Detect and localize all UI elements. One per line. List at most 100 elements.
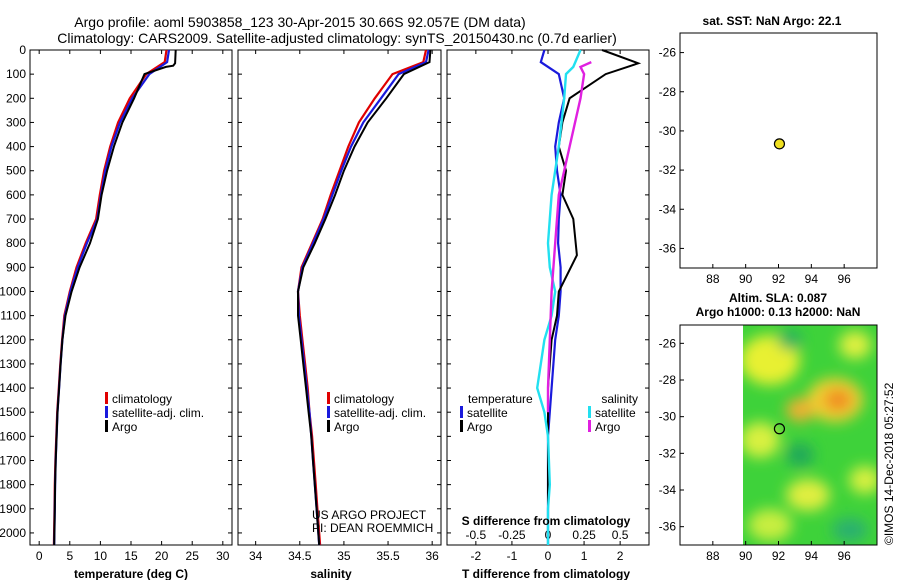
- legend-swatch-t-satellite: [460, 406, 463, 418]
- temperature-panel-frame: [29, 49, 233, 546]
- map-x-tick-label: 96: [837, 549, 851, 563]
- map-y-tick-label: -28: [659, 85, 677, 99]
- legend-label-satellite: satellite-adj. clim.: [334, 406, 426, 420]
- map-y-tick-label: -36: [659, 241, 677, 255]
- top-tick-label: 0.25: [572, 528, 596, 542]
- depth-tick-label: 700: [6, 212, 26, 226]
- depth-tick-label: 1500: [0, 405, 26, 419]
- temperature-x-ticks: 0 5 10 15 20 25 30: [36, 50, 230, 563]
- sla-map-points: [773, 423, 786, 435]
- x-tick-label: 30: [216, 549, 230, 563]
- salinity-panel-frame: [237, 49, 442, 546]
- legend-label-argo: Argo: [334, 420, 360, 434]
- legend-label-s-argo: Argo: [595, 420, 621, 434]
- legend-swatch-satellite: [105, 406, 108, 418]
- sla-blob: [786, 398, 814, 422]
- x-tick-label: -2: [471, 549, 482, 563]
- temperature-lines: [52, 49, 177, 546]
- map-y-tick-label: -34: [659, 202, 677, 216]
- depth-tick-label: 0: [19, 43, 26, 57]
- legend-swatch-argo: [327, 420, 330, 432]
- x-tick-label: 0: [545, 549, 552, 563]
- depth-axis: 0 100 200 300 400 500 600 700 800 900 1000 1100 1200…: [0, 43, 649, 540]
- series-line-satellite-adj-clim-: [53, 49, 171, 546]
- depth-tick-label: 600: [6, 188, 26, 202]
- credit-pi: PI: DEAN ROEMMICH: [312, 521, 433, 535]
- legend-swatch-climatology: [105, 392, 108, 404]
- depth-tick-label: 1800: [0, 478, 26, 492]
- sla-map-ticks: 88 90 92 94 96 -26 -28 -30 -32 -34 -36: [659, 336, 852, 563]
- legend-swatch-t-argo: [460, 420, 463, 432]
- difference-top-label: S difference from climatology: [462, 514, 631, 528]
- sla-heatmap-blobs: [743, 330, 877, 542]
- sla-blob: [743, 422, 780, 458]
- x-tick-label: 1: [581, 549, 588, 563]
- x-tick-label: 10: [94, 549, 108, 563]
- map-y-tick-label: -28: [659, 373, 677, 387]
- sla-blob: [786, 479, 830, 511]
- x-tick-label: 25: [186, 549, 200, 563]
- sla-blob: [824, 389, 852, 411]
- difference-lines: [535, 49, 642, 545]
- x-tick-label: 20: [155, 549, 169, 563]
- legend-swatch-argo: [105, 420, 108, 432]
- map-x-tick-label: 88: [706, 549, 720, 563]
- salinity-xlabel: salinity: [310, 567, 352, 580]
- imos-watermark: ©IMOS 14-Dec-2018 05:27:52: [882, 382, 896, 545]
- legend-label-s-satellite: satellite: [595, 406, 636, 420]
- x-tick-label: 5: [66, 549, 73, 563]
- figure-title-line1: Argo profile: aoml 5903858_123 30-Apr-20…: [74, 14, 525, 30]
- salinity-x-ticks: 34 34.5 35 35.5 36: [249, 50, 439, 563]
- salinity-lines: [296, 49, 432, 546]
- map-y-tick-label: -26: [659, 336, 677, 350]
- depth-tick-label: 2000: [0, 526, 26, 540]
- depth-tick-label: 100: [6, 67, 26, 81]
- x-tick-label: 34: [249, 549, 263, 563]
- legend-label-satellite: satellite-adj. clim.: [112, 406, 204, 420]
- map-x-tick-label: 90: [739, 549, 753, 563]
- legend-title-temperature: temperature: [468, 392, 533, 406]
- map-x-tick-label: 92: [772, 272, 786, 286]
- depth-tick-label: 300: [6, 115, 26, 129]
- depth-tick-label: 500: [6, 164, 26, 178]
- depth-tick-label: 800: [6, 236, 26, 250]
- map-x-tick-label: 96: [837, 272, 851, 286]
- depth-tick-label: 1300: [0, 357, 26, 371]
- depth-tick-label: 1600: [0, 429, 26, 443]
- map-y-tick-label: -32: [659, 163, 677, 177]
- map-y-tick-label: -30: [659, 124, 677, 138]
- legend-label-t-argo: Argo: [467, 420, 493, 434]
- x-tick-label: 34.5: [288, 549, 312, 563]
- sla-blob: [786, 443, 814, 467]
- legend-swatch-climatology: [327, 392, 330, 404]
- map-x-tick-label: 92: [772, 549, 786, 563]
- difference-xlabel: T difference from climatology: [462, 567, 630, 580]
- depth-tick-label: 1700: [0, 453, 26, 467]
- map-y-tick-label: -34: [659, 483, 677, 497]
- depth-tick-label: 1400: [0, 381, 26, 395]
- temperature-legend: climatology satellite-adj. clim. Argo: [105, 392, 204, 434]
- x-tick-label: 36: [425, 549, 439, 563]
- depth-tick-label: 400: [6, 140, 26, 154]
- sst-map-title: sat. SST: NaN Argo: 22.1: [703, 14, 842, 28]
- map-y-tick-label: -32: [659, 446, 677, 460]
- x-tick-label: 0: [36, 549, 43, 563]
- legend-label-climatology: climatology: [334, 392, 394, 406]
- sla-blob: [849, 466, 877, 494]
- legend-swatch-s-argo: [588, 420, 591, 432]
- depth-tick-label: 200: [6, 91, 26, 105]
- depth-tick-label: 1100: [0, 309, 26, 323]
- map-x-tick-label: 88: [706, 272, 720, 286]
- sla-map-title-line1: Altim. SLA: 0.087: [729, 291, 827, 305]
- series-line-argo: [297, 49, 432, 546]
- argo-float-marker: [773, 423, 786, 435]
- sst-map-ticks: 88 90 92 94 96 -26 -28 -30 -32 -34 -36: [659, 46, 852, 286]
- x-tick-label: 2: [617, 549, 624, 563]
- sla-heatmap: [743, 325, 877, 545]
- legend-title-salinity: salinity: [601, 392, 638, 406]
- map-y-tick-label: -36: [659, 520, 677, 534]
- depth-tick-label: 1000: [0, 284, 26, 298]
- sla-blob: [748, 509, 792, 541]
